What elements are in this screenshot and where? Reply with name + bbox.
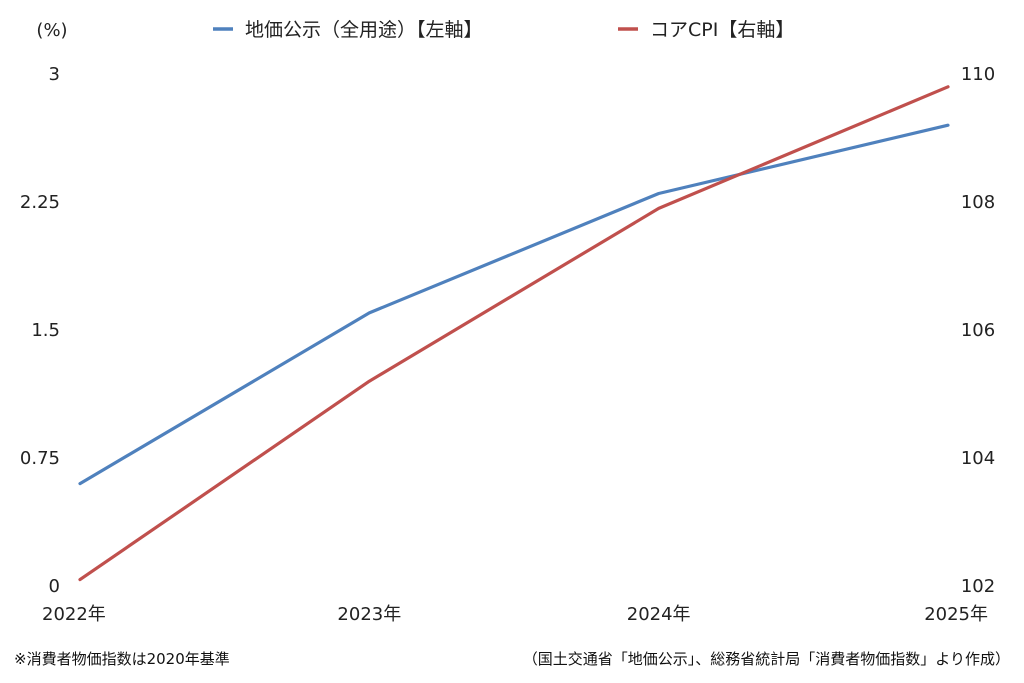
x-axis-ticks: 2022年 2023年 2024年 2025年	[42, 604, 988, 625]
left-axis-unit-label: (%)	[36, 20, 67, 41]
left-tick-label: 0.75	[20, 448, 60, 469]
right-tick-label: 106	[961, 320, 995, 341]
left-axis-ticks: 0 0.75 1.5 2.25 3	[20, 64, 60, 597]
left-tick-label: 3	[49, 64, 60, 85]
legend-label: コアCPI【右軸】	[650, 19, 794, 41]
series-line-land-price	[78, 123, 950, 486]
legend-label: 地価公示（全用途）【左軸】	[245, 19, 483, 41]
x-tick-label: 2025年	[924, 604, 988, 625]
series-line-core-cpi	[78, 85, 950, 582]
x-tick-label: 2022年	[42, 604, 106, 625]
right-tick-label: 102	[961, 576, 995, 597]
x-tick-label: 2023年	[337, 604, 401, 625]
right-tick-label: 110	[961, 64, 995, 85]
left-tick-label: 1.5	[31, 320, 60, 341]
series-lines	[78, 85, 950, 582]
left-tick-label: 2.25	[20, 192, 60, 213]
right-tick-label: 104	[961, 448, 995, 469]
footnote-base-year: ※消費者物価指数は2020年基準	[14, 650, 230, 668]
left-tick-label: 0	[49, 576, 60, 597]
footnote-source: （国土交通省「地価公示」、総務省統計局「消費者物価指数」より作成）	[522, 650, 1010, 668]
right-axis-ticks: 102 104 106 108 110	[961, 64, 995, 597]
legend: 地価公示（全用途）【左軸】 コアCPI【右軸】	[213, 19, 794, 41]
right-tick-label: 108	[961, 192, 995, 213]
x-tick-label: 2024年	[627, 604, 691, 625]
